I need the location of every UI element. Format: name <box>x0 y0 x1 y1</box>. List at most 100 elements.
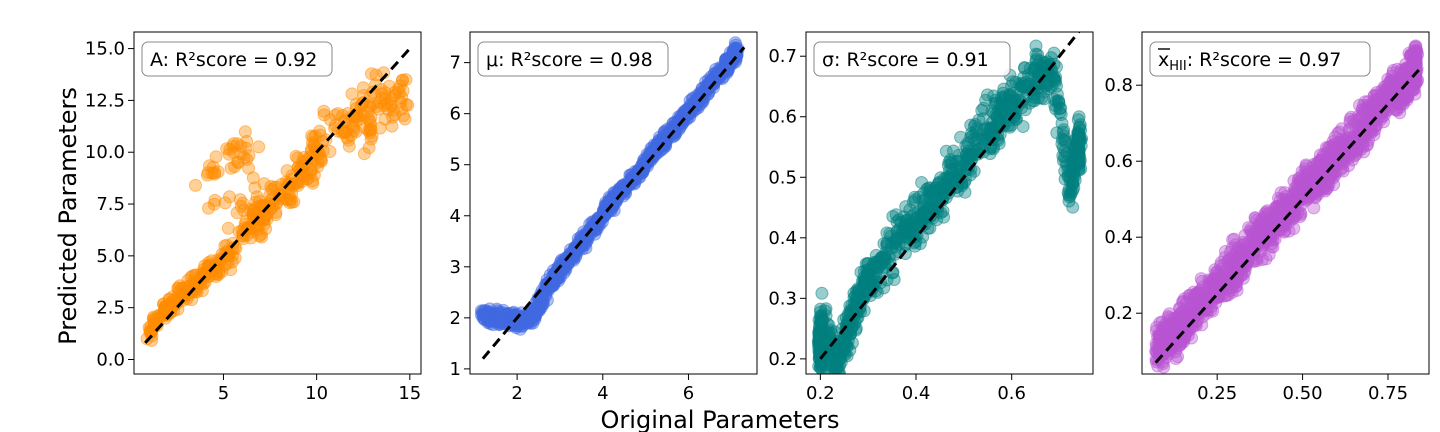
scatter-point <box>1359 109 1373 123</box>
scatter-point <box>947 170 961 184</box>
scatter-point <box>1180 295 1194 309</box>
scatter-point <box>295 166 309 180</box>
y-tick-label: 0.6 <box>768 107 797 128</box>
y-tick-label: 7.5 <box>96 194 125 215</box>
scatter-point <box>399 73 413 87</box>
scatter-point <box>364 118 378 132</box>
scatter-point <box>1072 140 1086 154</box>
scatter-point <box>385 119 399 133</box>
scatter-point <box>252 140 266 154</box>
scatter-point <box>1393 106 1407 120</box>
panel-xhii: 0.25 0.50 0.75 0.2 0.4 0.6 0.8 xHII: R²score = … <box>1104 31 1430 404</box>
scatter-point <box>852 291 866 305</box>
scatter-point <box>394 102 408 116</box>
scatter-point <box>527 308 541 322</box>
y-tick-label: 2 <box>450 308 461 329</box>
scatter-point <box>198 268 212 281</box>
scatter-point <box>972 113 986 127</box>
scatter-point <box>264 180 278 193</box>
scatter-point <box>941 170 955 184</box>
scatter-point <box>1031 48 1045 62</box>
scatter-point <box>1054 108 1068 121</box>
x-tick-label: 4 <box>597 383 608 404</box>
x-tick-label: 0.50 <box>1283 383 1323 404</box>
y-tick-label: 5 <box>450 155 461 176</box>
scatter-point <box>323 145 337 158</box>
scatter-point <box>209 150 223 164</box>
panel-A: 5 10 15 0.0 2.5 5.0 7.5 10.0 12.5 15.0 A: R²score … <box>85 31 422 404</box>
scatter-point <box>239 141 253 155</box>
scatter-point <box>894 215 908 229</box>
y-tick-label: 6 <box>450 104 461 125</box>
scatter-point <box>205 166 219 180</box>
score-annotation: A: R²score = 0.92 <box>150 49 317 71</box>
scatter-point <box>342 139 356 153</box>
scatter-point <box>1073 118 1087 132</box>
scatter-point <box>831 365 845 374</box>
y-tick-label: 0.2 <box>1104 303 1133 324</box>
scatter-point <box>1262 206 1275 220</box>
scatter-point <box>1048 73 1062 87</box>
scatter-point <box>1030 52 1043 66</box>
y-tick-label: 4 <box>450 206 461 227</box>
scatter-point <box>224 263 238 277</box>
scatter-point <box>604 196 618 210</box>
x-tick-label: 6 <box>683 383 694 404</box>
scatter-point <box>1159 333 1173 347</box>
scatter-point <box>238 125 252 139</box>
score-annotation: μ: R²score = 0.98 <box>486 49 653 71</box>
y-tick-label: 10.0 <box>85 142 125 163</box>
scatter-point <box>990 110 1004 124</box>
scatter-point <box>861 257 875 271</box>
scatter-point <box>890 231 904 245</box>
y-tick-label: 0.4 <box>768 228 797 249</box>
scatter-point <box>1194 272 1208 286</box>
scatter-point <box>536 290 550 304</box>
panel-sigma: 0.2 0.4 0.6 0.2 0.3 0.4 0.5 0.6 0.7 σ: R²score = … <box>768 31 1094 404</box>
scatter-point <box>813 334 827 348</box>
scatter-point <box>1050 126 1064 140</box>
score-annotation: σ: R²score = 0.91 <box>822 49 989 71</box>
scatter-point <box>997 82 1011 96</box>
x-tick-label: 15 <box>398 383 421 404</box>
scatter-point <box>226 249 239 263</box>
scatter-point <box>1066 200 1080 214</box>
scatter-point <box>861 273 875 287</box>
scatter-point <box>1282 224 1296 238</box>
y-tick-label: 5.0 <box>96 246 125 267</box>
scatter-point <box>1066 164 1080 178</box>
scatter-point <box>1332 136 1346 149</box>
scatter-point <box>877 281 891 295</box>
y-tick-label: 0.2 <box>768 349 797 370</box>
scatter-point <box>1308 191 1322 205</box>
scatter-point <box>357 147 371 161</box>
scatter-point <box>202 201 215 215</box>
scatter-point <box>230 206 244 220</box>
scatter-point <box>317 108 331 122</box>
score-symbol-subscript: HII <box>1169 59 1186 74</box>
scatter-point <box>834 379 846 391</box>
scatter-point <box>172 288 186 302</box>
identity-line <box>144 47 411 344</box>
scatter-point <box>1055 137 1069 151</box>
scatter-point <box>317 104 331 118</box>
scatter-point <box>1005 79 1019 93</box>
scatter-point <box>221 221 235 235</box>
scatter-point <box>338 125 352 138</box>
scatter-point <box>1057 123 1071 137</box>
score-value: : R²score = 0.97 <box>1187 49 1342 71</box>
scatter-point <box>306 176 320 190</box>
scatter-point <box>933 188 947 202</box>
y-tick-label: 7 <box>450 53 461 74</box>
plot-frame <box>469 31 758 375</box>
y-tick-label: 0.0 <box>96 349 125 370</box>
score-box-frame <box>477 41 669 77</box>
scatter-point <box>1019 80 1033 93</box>
scatter-point <box>916 194 930 207</box>
scatter-point <box>962 152 976 166</box>
y-tick-label: 0.4 <box>1104 227 1133 248</box>
scatter-point <box>157 305 171 319</box>
scatter-point <box>1207 283 1221 297</box>
y-tick-label: 1 <box>450 359 461 380</box>
